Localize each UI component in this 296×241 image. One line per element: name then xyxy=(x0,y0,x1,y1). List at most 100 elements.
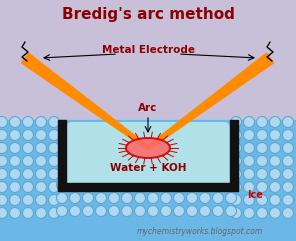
Circle shape xyxy=(96,180,107,190)
Circle shape xyxy=(9,181,20,193)
Circle shape xyxy=(244,116,255,127)
Circle shape xyxy=(57,206,67,216)
Circle shape xyxy=(121,180,133,190)
Circle shape xyxy=(282,208,294,219)
Circle shape xyxy=(269,129,281,141)
Circle shape xyxy=(147,180,158,190)
Circle shape xyxy=(244,194,255,206)
Text: Water + KOH: Water + KOH xyxy=(110,163,186,173)
Circle shape xyxy=(244,181,255,193)
Circle shape xyxy=(134,206,146,216)
Circle shape xyxy=(269,208,281,219)
Circle shape xyxy=(134,193,146,203)
Circle shape xyxy=(231,129,242,141)
Circle shape xyxy=(231,208,242,219)
Circle shape xyxy=(200,193,210,203)
Circle shape xyxy=(244,155,255,167)
Circle shape xyxy=(9,142,20,154)
Circle shape xyxy=(231,142,242,154)
Circle shape xyxy=(36,142,46,154)
Circle shape xyxy=(160,206,171,216)
Circle shape xyxy=(0,181,7,193)
Bar xyxy=(0,120,296,241)
Circle shape xyxy=(269,194,281,206)
Circle shape xyxy=(213,180,223,190)
Circle shape xyxy=(22,194,33,206)
Circle shape xyxy=(22,181,33,193)
Circle shape xyxy=(147,206,158,216)
Circle shape xyxy=(49,181,59,193)
Polygon shape xyxy=(21,53,149,149)
Circle shape xyxy=(282,155,294,167)
Polygon shape xyxy=(147,53,274,149)
Circle shape xyxy=(9,155,20,167)
Circle shape xyxy=(36,194,46,206)
Circle shape xyxy=(9,116,20,127)
Circle shape xyxy=(244,208,255,219)
Circle shape xyxy=(22,129,33,141)
Circle shape xyxy=(257,168,268,180)
Circle shape xyxy=(282,129,294,141)
Circle shape xyxy=(70,180,81,190)
Circle shape xyxy=(226,206,237,216)
Circle shape xyxy=(226,193,237,203)
Circle shape xyxy=(173,193,184,203)
Circle shape xyxy=(36,208,46,219)
Circle shape xyxy=(200,180,210,190)
Text: Metal Electrode: Metal Electrode xyxy=(102,45,194,55)
Circle shape xyxy=(0,116,7,127)
Circle shape xyxy=(269,168,281,180)
Circle shape xyxy=(57,193,67,203)
Circle shape xyxy=(0,129,7,141)
Circle shape xyxy=(269,116,281,127)
Circle shape xyxy=(173,206,184,216)
Circle shape xyxy=(83,193,94,203)
Circle shape xyxy=(200,206,210,216)
Circle shape xyxy=(160,193,171,203)
Circle shape xyxy=(231,168,242,180)
Circle shape xyxy=(213,206,223,216)
Text: mychemistryworks.blogspot.com: mychemistryworks.blogspot.com xyxy=(137,228,263,236)
Circle shape xyxy=(96,206,107,216)
Circle shape xyxy=(257,116,268,127)
Circle shape xyxy=(257,181,268,193)
Circle shape xyxy=(49,142,59,154)
Text: Bredig's arc method: Bredig's arc method xyxy=(62,7,234,21)
Circle shape xyxy=(244,129,255,141)
Circle shape xyxy=(22,142,33,154)
Bar xyxy=(58,120,66,190)
Circle shape xyxy=(160,180,171,190)
Circle shape xyxy=(257,208,268,219)
Circle shape xyxy=(70,193,81,203)
Circle shape xyxy=(36,181,46,193)
Circle shape xyxy=(49,168,59,180)
Circle shape xyxy=(269,142,281,154)
Circle shape xyxy=(49,208,59,219)
Circle shape xyxy=(109,180,120,190)
Circle shape xyxy=(0,208,7,219)
Circle shape xyxy=(0,194,7,206)
Circle shape xyxy=(9,208,20,219)
Circle shape xyxy=(213,193,223,203)
Circle shape xyxy=(121,206,133,216)
Circle shape xyxy=(109,193,120,203)
Circle shape xyxy=(186,180,197,190)
Circle shape xyxy=(282,194,294,206)
Circle shape xyxy=(226,180,237,190)
Circle shape xyxy=(244,168,255,180)
Circle shape xyxy=(22,168,33,180)
Circle shape xyxy=(282,181,294,193)
Circle shape xyxy=(121,193,133,203)
Circle shape xyxy=(282,168,294,180)
Circle shape xyxy=(70,206,81,216)
Ellipse shape xyxy=(126,138,170,158)
Circle shape xyxy=(49,155,59,167)
Circle shape xyxy=(36,168,46,180)
Bar xyxy=(58,183,238,191)
Circle shape xyxy=(231,194,242,206)
Circle shape xyxy=(0,142,7,154)
Circle shape xyxy=(83,180,94,190)
Circle shape xyxy=(269,155,281,167)
Circle shape xyxy=(231,116,242,127)
FancyBboxPatch shape xyxy=(66,122,230,186)
